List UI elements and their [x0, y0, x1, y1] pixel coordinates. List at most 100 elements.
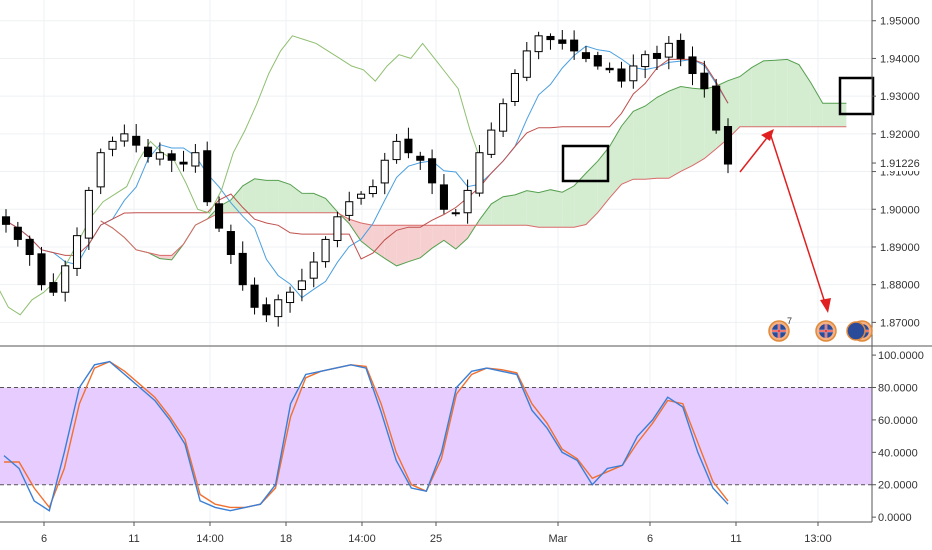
- candle-down: [167, 153, 176, 161]
- cloud-segment: [562, 185, 575, 228]
- candle-down: [214, 203, 224, 229]
- cloud-segment: [491, 196, 504, 226]
- cloud-segment: [503, 194, 515, 226]
- current-price-label: 1.91226: [880, 158, 920, 170]
- ichimoku-lines: [0, 35, 847, 316]
- cloud-segment: [728, 76, 740, 139]
- candlesticks: [1, 29, 733, 327]
- price-tick-label: 1.95000: [880, 16, 920, 28]
- price-tick-label: 1.92000: [880, 129, 920, 141]
- time-tick-label: Mar: [549, 533, 568, 545]
- time-tick-label: 25: [430, 533, 442, 545]
- cloud-segment: [751, 60, 764, 127]
- overbought-oversold-band: [0, 387, 872, 485]
- time-tick-label: 14:00: [348, 533, 376, 545]
- candle-up: [357, 193, 366, 199]
- cloud-segment: [763, 60, 776, 127]
- candle-up: [641, 54, 650, 68]
- stoch-tick-label: 20.0000: [878, 480, 918, 492]
- candle-down: [1, 216, 11, 225]
- cloud-segment: [455, 225, 468, 250]
- annotation-overlays: [561, 76, 875, 313]
- candle-down: [558, 39, 567, 44]
- cloud-segment: [822, 103, 835, 127]
- tenkan-line: [5, 45, 729, 299]
- candle-up: [309, 261, 318, 279]
- candle-down: [581, 52, 591, 59]
- candle-down: [416, 155, 425, 161]
- arrow-down-head: [820, 298, 831, 313]
- candle-down: [605, 67, 614, 71]
- cloud-segment: [361, 223, 373, 251]
- candle-up: [61, 265, 70, 293]
- candle-down: [700, 72, 709, 90]
- cloud-segment: [420, 225, 433, 258]
- price-tick-label: 1.93000: [880, 91, 920, 103]
- cloud-segment: [656, 91, 669, 179]
- candle-down: [712, 85, 721, 131]
- stoch-tick-label: 80.0000: [878, 383, 918, 395]
- price-tick-label: 1.94000: [880, 53, 920, 65]
- candle-down: [203, 150, 212, 203]
- candle-down: [49, 282, 58, 293]
- candle-down: [143, 146, 153, 157]
- cloud-segment: [609, 126, 622, 198]
- candle-down: [132, 135, 141, 146]
- time-tick-label: 6: [41, 533, 47, 545]
- time-tick-label: 18: [280, 533, 292, 545]
- candle-up: [191, 152, 200, 167]
- candle-down: [179, 161, 188, 165]
- annotation-box-left: [561, 144, 610, 183]
- senkou-span-b: [100, 126, 847, 256]
- cloud-segment: [313, 193, 326, 213]
- cloud-segment: [621, 111, 634, 185]
- candle-up: [380, 159, 389, 184]
- price-tick-label: 1.90000: [880, 204, 920, 216]
- stochastic-d-line: [4, 360, 729, 509]
- candle-up: [499, 103, 508, 132]
- cloud-segment: [443, 225, 456, 250]
- cloud-segment: [787, 59, 800, 127]
- price-tick-label: 1.87000: [880, 317, 920, 329]
- cloud-segment: [739, 67, 752, 127]
- cloud-segment: [597, 146, 610, 213]
- event-count-badge: 7: [787, 316, 792, 326]
- candle-down: [37, 253, 46, 286]
- candle-up: [155, 152, 164, 160]
- candle-down: [13, 226, 22, 240]
- candle-down: [439, 184, 448, 210]
- candle-up: [522, 50, 531, 78]
- time-tick-label: 11: [128, 533, 139, 545]
- cloud-segment: [278, 180, 291, 213]
- cloud-segment: [633, 106, 646, 180]
- candle-up: [72, 235, 82, 269]
- candle-down: [250, 284, 259, 308]
- candle-up: [368, 186, 377, 195]
- cloud-segment: [432, 225, 444, 249]
- cloud-segment: [810, 82, 823, 127]
- candle-up: [475, 152, 484, 194]
- cloud-segment: [396, 225, 409, 266]
- event-icons: 7: [768, 316, 873, 342]
- candle-up: [463, 189, 472, 214]
- ichimoku-cloud: [100, 59, 847, 266]
- kijun-line: [5, 58, 729, 260]
- stochastic-panel: [0, 360, 872, 512]
- cloud-segment: [585, 161, 598, 225]
- candle-up: [120, 133, 129, 142]
- cloud-segment: [668, 86, 681, 179]
- stoch-tick-label: 60.0000: [878, 415, 918, 427]
- candle-up: [274, 299, 283, 318]
- cloud-segment: [645, 97, 657, 180]
- cloud-segment: [349, 219, 362, 242]
- cloud-segment: [408, 225, 421, 262]
- stochastic-k-line: [3, 360, 729, 512]
- candle-down: [593, 55, 602, 67]
- uk-flag-icon: [768, 320, 790, 342]
- candle-down: [262, 304, 271, 316]
- candle-up: [629, 65, 638, 82]
- cloud-segment: [550, 189, 563, 228]
- candle-down: [238, 252, 247, 286]
